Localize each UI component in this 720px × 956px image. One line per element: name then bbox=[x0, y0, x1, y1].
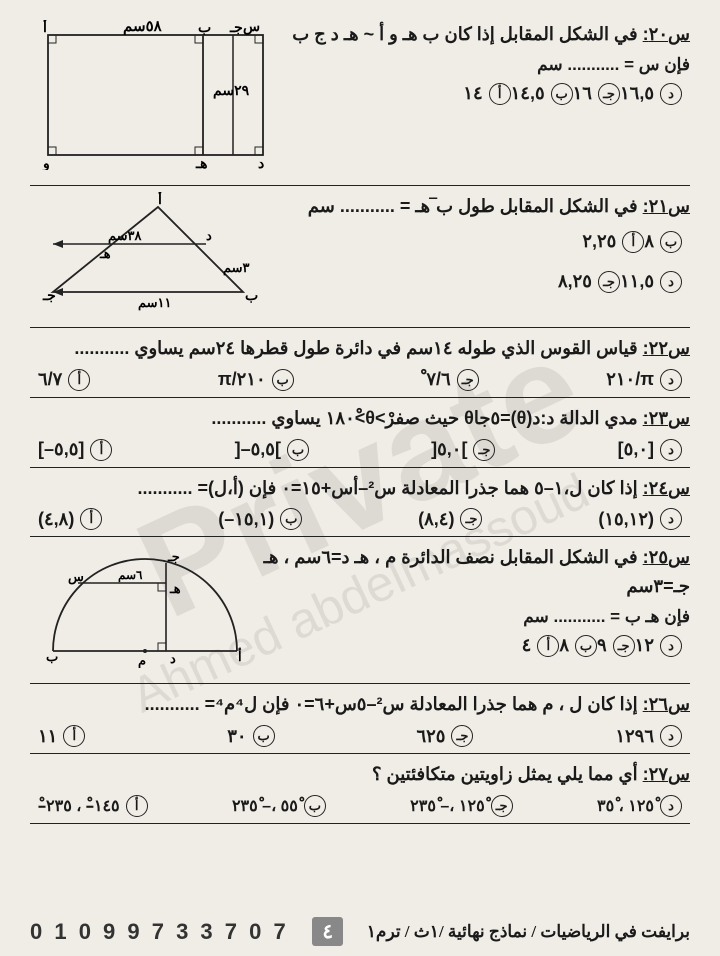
q25-opt-a: أ٤ bbox=[522, 635, 560, 657]
q21-opt-b: ب٨ bbox=[644, 231, 682, 253]
q26-opt-a: أ١١ bbox=[38, 725, 85, 747]
svg-text:جـ: جـ bbox=[229, 20, 243, 35]
svg-text:هـ: هـ bbox=[195, 155, 207, 170]
q22-options: أ٦/٧ ب٢١٠/π جـ٧/٦ ْ دπ/٢١٠ bbox=[30, 369, 690, 391]
q27-opt-c: جـ١٢٥ْ ،– ٢٣٥ْ bbox=[410, 795, 513, 817]
q26-opt-c: جـ٦٢٥ bbox=[416, 725, 473, 747]
q25-options: أ٤ ب٨ جـ٩ د١٢ bbox=[514, 635, 690, 657]
q22-opt-b: ب٢١٠/π bbox=[218, 369, 294, 391]
q21-options-bot: جـ٨,٢٥ د١١,٥ bbox=[550, 271, 690, 293]
question-23: س٢٣: مدي الدالة د:د(θ)=٥جاθ حيث صفرْ>θ>١… bbox=[30, 404, 690, 468]
question-25: ٦سم أ ب جـ س هـ د م س٢٥: في الشكل المقاب… bbox=[30, 543, 690, 684]
footer-phone: 0 1 0 9 9 7 3 3 7 0 7 bbox=[30, 919, 289, 945]
svg-text:د: د bbox=[206, 228, 212, 243]
q26-opt-b: ب٣٠ bbox=[227, 725, 274, 747]
q24-opt-a: أ(٤,٨) bbox=[38, 508, 102, 530]
q21-opt-a: أ٢,٢٥ bbox=[582, 231, 644, 253]
q23-options: أ[٥,٥–] ب]٥,٥–[ جـ]٥,٠[ د[٥,٠] bbox=[30, 439, 690, 461]
svg-text:هـ: هـ bbox=[169, 581, 181, 596]
question-26: س٢٦: إذا كان ل ، م هما جذرا المعادلة س²–… bbox=[30, 690, 690, 754]
q25-opt-b: ب٨ bbox=[559, 635, 597, 657]
q21-figure: ٣٨سم ٣سم ١١سم أ ب جـ د هـ bbox=[38, 192, 263, 317]
q26-opt-d: د١٢٩٦ bbox=[615, 725, 682, 747]
page-content: ٥٨سم ٢٩سم س أ ب جـ و هـ د س٢٠: في الشكل … bbox=[30, 20, 690, 824]
q23-opt-a: أ[٥,٥–] bbox=[38, 439, 112, 461]
question-22: س٢٢: قياس القوس الذي طوله ١٤سم في دائرة … bbox=[30, 334, 690, 398]
q26-options: أ١١ ب٣٠ جـ٦٢٥ د١٢٩٦ bbox=[30, 725, 690, 747]
q22-opt-c: جـ٧/٦ ْ bbox=[421, 369, 479, 391]
q22-text: س٢٢: قياس القوس الذي طوله ١٤سم في دائرة … bbox=[30, 334, 690, 363]
question-21: ٣٨سم ٣سم ١١سم أ ب جـ د هـ س٢١: في الشكل … bbox=[30, 192, 690, 328]
svg-text:أ: أ bbox=[43, 20, 47, 35]
svg-text:س: س bbox=[243, 20, 260, 35]
q20-opt-a: أ١٤ bbox=[463, 83, 510, 105]
q24-opt-b: ب(١٥,١–) bbox=[218, 508, 302, 530]
q26-text: س٢٦: إذا كان ل ، م هما جذرا المعادلة س²–… bbox=[30, 690, 690, 719]
svg-text:جـ: جـ bbox=[167, 549, 180, 564]
question-27: س٢٧: أي مما يلي يمثل زاويتين متكافئتين ؟… bbox=[30, 760, 690, 824]
q22-opt-d: دπ/٢١٠ bbox=[606, 369, 682, 391]
q20-figure: ٥٨سم ٢٩سم س أ ب جـ و هـ د bbox=[38, 20, 273, 175]
svg-text:٣٨سم: ٣٨سم bbox=[108, 228, 143, 244]
q21-opt-d: د١١,٥ bbox=[620, 271, 682, 293]
q20-opt-b: ب١٤,٥ bbox=[511, 83, 573, 105]
svg-text:ب: ب bbox=[245, 287, 258, 303]
q27-opt-a: أ١٤٥–ْ ، ٢٣٥–ْ bbox=[38, 795, 148, 817]
svg-text:أ: أ bbox=[158, 192, 162, 207]
q23-opt-d: د[٥,٠] bbox=[618, 439, 682, 461]
q23-opt-c: جـ]٥,٠[ bbox=[431, 439, 495, 461]
svg-text:ب: ب bbox=[198, 20, 211, 35]
q25-opt-c: جـ٩ bbox=[597, 635, 635, 657]
q25-opt-d: د١٢ bbox=[635, 635, 682, 657]
q20-options: أ١٤ ب١٤,٥ جـ١٦ د١٦,٥ bbox=[455, 83, 690, 105]
question-24: س٢٤: إذا كان ل،١–٥ هما جذرا المعادلة س²–… bbox=[30, 474, 690, 538]
q27-opt-b: ب٥٥ْ ،– ٢٣٥ْ bbox=[232, 795, 326, 817]
svg-text:٣سم: ٣سم bbox=[223, 260, 250, 276]
q22-opt-a: أ٦/٧ bbox=[38, 369, 90, 391]
q25-figure: ٦سم أ ب جـ س هـ د م bbox=[38, 543, 253, 673]
svg-text:هـ: هـ bbox=[99, 246, 111, 261]
svg-text:م: م bbox=[138, 653, 146, 668]
svg-text:د: د bbox=[258, 155, 264, 170]
q27-opt-d: د١٢٥ْ ، ٣٥ْ bbox=[597, 795, 682, 817]
svg-text:د: د bbox=[170, 651, 176, 666]
svg-text:٥٨سم: ٥٨سم bbox=[123, 20, 163, 35]
page-footer: 0 1 0 9 9 7 3 3 7 0 7 ٤ برايفت في الرياض… bbox=[30, 917, 690, 946]
svg-text:و: و bbox=[42, 155, 50, 170]
footer-text: برايفت في الرياضيات / نماذج نهائية /١ث /… bbox=[367, 922, 690, 942]
svg-text:أ: أ bbox=[238, 648, 242, 664]
q24-text: س٢٤: إذا كان ل،١–٥ هما جذرا المعادلة س²–… bbox=[30, 474, 690, 503]
svg-text:٢٩سم: ٢٩سم bbox=[213, 82, 250, 99]
svg-text:جـ: جـ bbox=[42, 287, 56, 303]
q24-options: أ(٤,٨) ب(١٥,١–) جـ(٨,٤) د(١٥,١٢) bbox=[30, 508, 690, 530]
q23-text: س٢٣: مدي الدالة د:د(θ)=٥جاθ حيث صفرْ>θ>١… bbox=[30, 404, 690, 433]
q27-text: س٢٧: أي مما يلي يمثل زاويتين متكافئتين ؟ bbox=[30, 760, 690, 789]
question-20: ٥٨سم ٢٩سم س أ ب جـ و هـ د س٢٠: في الشكل … bbox=[30, 20, 690, 186]
svg-text:ب: ب bbox=[46, 649, 58, 664]
q23-opt-b: ب]٥,٥–[ bbox=[235, 439, 309, 461]
svg-text:٦سم: ٦سم bbox=[118, 568, 143, 583]
svg-text:١١سم: ١١سم bbox=[138, 295, 172, 311]
footer-page: ٤ bbox=[312, 917, 343, 946]
svg-text:س: س bbox=[68, 569, 84, 585]
q20-opt-c: جـ١٦ bbox=[573, 83, 620, 105]
q21-options-top: أ٢,٢٥ ب٨ bbox=[574, 231, 690, 253]
q21-opt-c: جـ٨,٢٥ bbox=[558, 271, 620, 293]
q27-options: أ١٤٥–ْ ، ٢٣٥–ْ ب٥٥ْ ،– ٢٣٥ْ جـ١٢٥ْ ،– ٢٣… bbox=[30, 795, 690, 817]
q24-opt-d: د(١٥,١٢) bbox=[598, 508, 682, 530]
q20-opt-d: د١٦,٥ bbox=[620, 83, 682, 105]
q24-opt-c: جـ(٨,٤) bbox=[418, 508, 482, 530]
